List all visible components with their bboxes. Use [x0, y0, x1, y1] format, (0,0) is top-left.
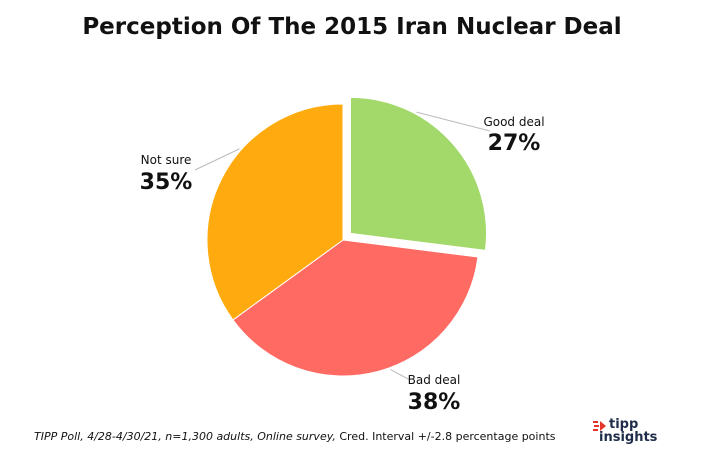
- leader-lines: [194, 111, 491, 381]
- footnote-italic: TIPP Poll, 4/28-4/30/21, n=1,300 adults,…: [34, 430, 336, 443]
- slice-value-bad-deal: 38%: [408, 390, 461, 415]
- pie-slice-bad-deal: [232, 239, 479, 377]
- slice-label-not-sure: Not sure: [141, 153, 192, 167]
- logo-word-tipp: tipp: [609, 417, 639, 432]
- slice-value-not-sure: 35%: [140, 170, 193, 195]
- slice-labels: Good deal 27% Bad deal 38% Not sure 35%: [140, 115, 545, 415]
- pie-slice-not-sure: [206, 103, 344, 321]
- leader-line-good-deal: [416, 111, 491, 132]
- footnote-plain: Cred. Interval +/-2.8 percentage points: [339, 430, 556, 443]
- slice-value-good-deal: 27%: [488, 131, 541, 156]
- chart-title: Perception Of The 2015 Iran Nuclear Deal: [82, 14, 622, 40]
- leader-line-bad-deal: [390, 369, 411, 381]
- pie-slices: [206, 96, 487, 377]
- logo-arrow-icon: [593, 421, 606, 431]
- tipp-insights-logo: tipp insights: [593, 418, 683, 448]
- slice-label-bad-deal: Bad deal: [408, 373, 461, 387]
- slice-label-good-deal: Good deal: [483, 115, 544, 129]
- leader-line-not-sure: [194, 148, 240, 171]
- pie-slice-good-deal: [350, 96, 487, 251]
- logo-word-insights: insights: [599, 430, 658, 445]
- source-footnote: TIPP Poll, 4/28-4/30/21, n=1,300 adults,…: [34, 430, 556, 443]
